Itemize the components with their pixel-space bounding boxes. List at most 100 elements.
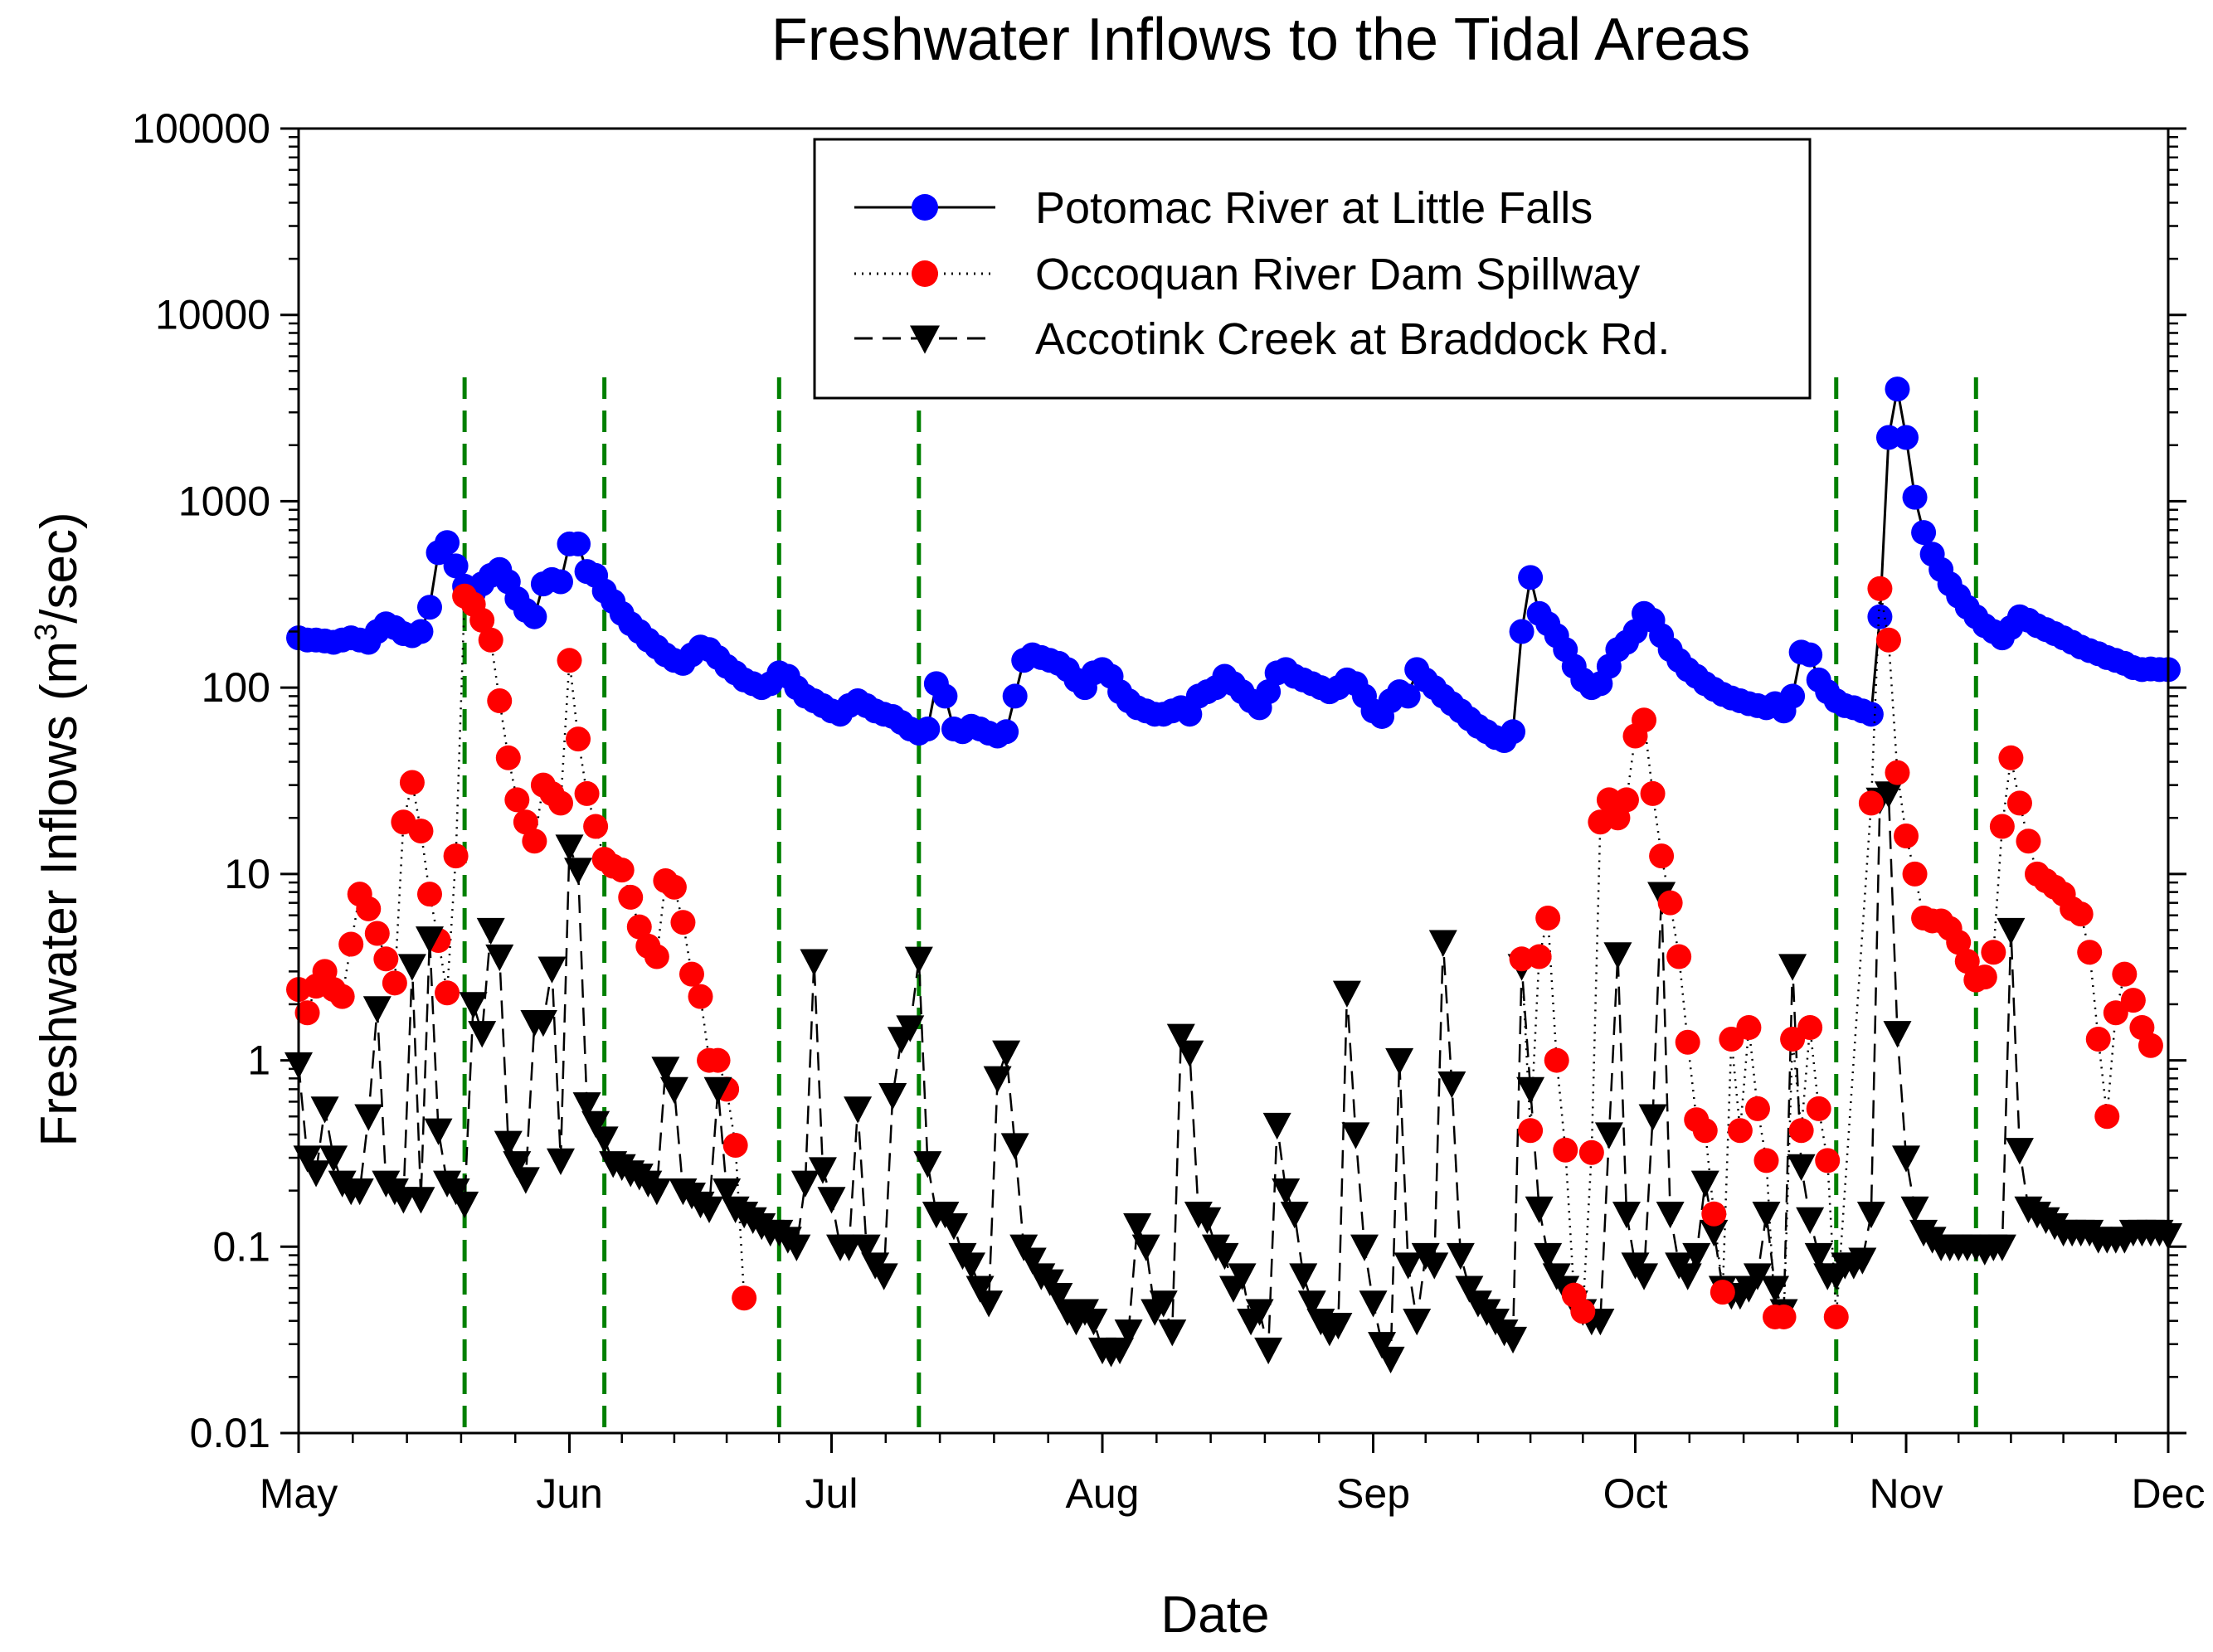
data-point [1875, 425, 1901, 450]
x-tick-label: Sep [1336, 1470, 1410, 1517]
data-point [1875, 627, 1901, 653]
data-point [302, 1160, 331, 1188]
data-point [695, 1196, 724, 1224]
legend-entry-3: Accotink Creek at Braddock Rd. [854, 314, 1670, 364]
data-point [1518, 1118, 1544, 1144]
data-point [1018, 1247, 1047, 1275]
data-point [678, 961, 704, 987]
data-point [1106, 1337, 1135, 1365]
data-point [1987, 1234, 2016, 1261]
axes-layer: 0.01 0.1 1 10 100 1000 10000 100000 May Jun Jul Aug… [132, 105, 2205, 1517]
data-point [1341, 1122, 1370, 1149]
data-point [1149, 1290, 1178, 1318]
legend-box [813, 138, 1812, 400]
data-point [808, 1157, 837, 1184]
data-point [1946, 930, 1972, 955]
data-point [1228, 1263, 1257, 1290]
data-point [1256, 679, 1282, 705]
data-point [345, 1178, 374, 1206]
data-point [1856, 1202, 1885, 1229]
x-tick-label: Nov [1870, 1470, 1943, 1517]
x-tick-label: Aug [1066, 1470, 1140, 1517]
data-point [1885, 760, 1910, 785]
data-point [1123, 1213, 1152, 1241]
data-point [705, 1047, 731, 1073]
data-point [485, 944, 514, 972]
data-point [450, 1191, 479, 1219]
data-point [1079, 1309, 1108, 1336]
data-point [2138, 1032, 2163, 1058]
data-point [590, 1126, 619, 1154]
data-point [642, 1178, 671, 1206]
data-point [354, 1104, 383, 1131]
data-point [2085, 1026, 2111, 1052]
data-point [443, 843, 469, 869]
data-point [1035, 1269, 1064, 1296]
data-point [1632, 707, 1657, 733]
data-point [732, 1285, 757, 1311]
series-4 [1509, 576, 2163, 1329]
data-point [1981, 940, 2006, 965]
data-point [1245, 1299, 1274, 1326]
data-point [1324, 1313, 1353, 1340]
data-point [1736, 1015, 1762, 1041]
data-point [659, 1076, 688, 1104]
data-point [1175, 1040, 1204, 1067]
data-point [1534, 1242, 1563, 1271]
data-point [1509, 619, 1535, 644]
data-point [869, 1263, 898, 1290]
y-tick-label: 100000 [132, 105, 270, 152]
data-point [790, 1170, 820, 1198]
data-point [1499, 1326, 1528, 1354]
data-point [356, 896, 382, 921]
data-point [1525, 1196, 1554, 1224]
data-point [293, 1145, 322, 1173]
data-point [939, 1213, 968, 1241]
legend-entry-2: Occoquan River Dam Spillway [854, 250, 1640, 299]
data-point [2077, 940, 2103, 965]
data-point [1753, 1148, 1779, 1173]
data-point [1787, 1154, 1816, 1181]
data-point [1368, 1332, 1397, 1359]
data-point [2094, 1104, 2120, 1130]
data-point [1752, 1202, 1781, 1229]
y-axis-label: Freshwater Inflows (m3/sec) [29, 512, 88, 1146]
data-point [994, 719, 1019, 745]
series-1 [286, 377, 2181, 753]
data-point [1701, 1201, 1727, 1227]
data-point [852, 1234, 881, 1261]
data-point [1131, 1234, 1160, 1261]
data-point [1376, 1346, 1405, 1374]
data-point [566, 726, 591, 752]
y-tick-label: 10 [224, 851, 270, 897]
x-tick-label: May [260, 1470, 338, 1517]
legend-marker [912, 260, 938, 287]
data-point [1989, 814, 2015, 839]
y-axis-label-superscript: 3 [29, 624, 64, 641]
data-point [2112, 961, 2138, 987]
data-point [406, 1187, 435, 1214]
data-point [1420, 1252, 1449, 1280]
data-point [915, 716, 941, 741]
data-point [844, 1096, 873, 1124]
data-point [1894, 823, 1919, 848]
data-point [957, 1252, 986, 1280]
data-point [1640, 780, 1666, 806]
data-point [1570, 1299, 1596, 1324]
data-point [1002, 683, 1028, 709]
x-tick-label: Oct [1603, 1470, 1668, 1517]
data-point [1780, 1026, 1806, 1052]
data-point [1806, 1096, 1831, 1121]
data-point [504, 787, 530, 813]
data-point [1385, 1047, 1414, 1076]
data-point [1796, 1207, 1825, 1235]
data-point [1535, 906, 1561, 931]
data-point [557, 648, 582, 673]
data-point [1500, 719, 1526, 745]
data-point [1656, 1202, 1685, 1229]
data-point [495, 745, 521, 770]
data-point [1771, 1304, 1797, 1329]
data-point [904, 946, 933, 974]
data-point [651, 1057, 680, 1084]
